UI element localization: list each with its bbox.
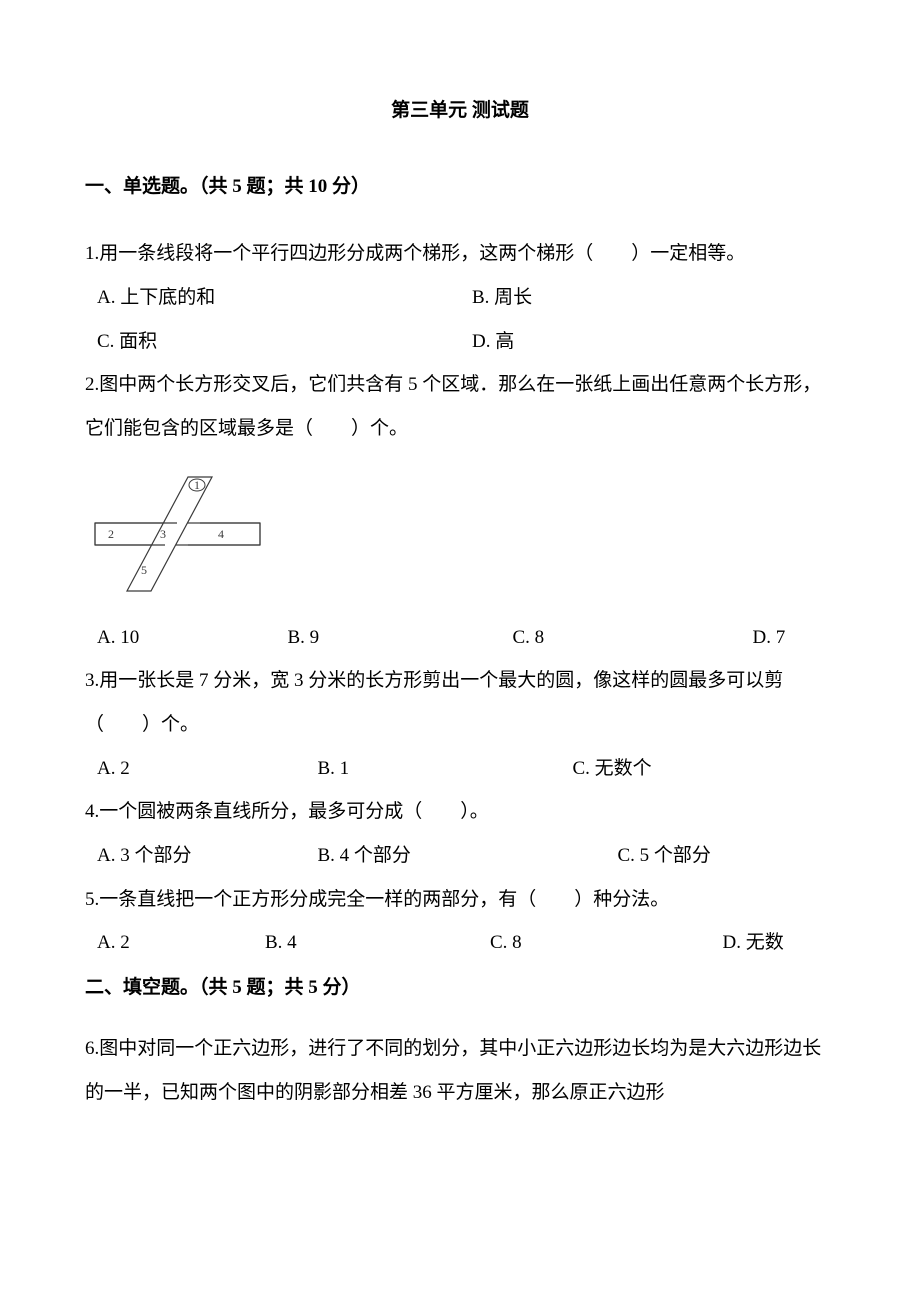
region-label-2: 2 [108,527,114,541]
region-label-5: 5 [141,563,147,577]
q1-option-a: A. 上下底的和 [85,276,460,320]
section-2-heading: 二、填空题。（共 5 题；共 5 分） [85,971,835,1005]
q4-option-c: C. 5 个部分 [618,834,836,878]
question-2: 2.图中两个长方形交叉后，它们共含有 5 个区域．那么在一张纸上画出任意两个长方… [85,363,835,450]
q5-option-b: B. 4 [265,921,490,965]
section-1-heading: 一、单选题。（共 5 题；共 10 分） [85,170,835,204]
question-4: 4.一个圆被两条直线所分，最多可分成（ ）。 [85,790,835,834]
q2-option-b: B. 9 [288,616,513,660]
question-6: 6.图中对同一个正六边形，进行了不同的划分，其中小正六边形边长均为是大六边形边长… [85,1027,835,1114]
q2-option-a: A. 10 [85,616,288,660]
q1-option-b: B. 周长 [460,276,835,320]
q1-option-d: D. 高 [460,320,835,364]
q5-option-c: C. 8 [490,921,723,965]
q3-option-b: B. 1 [318,747,573,791]
q2-option-c: C. 8 [513,616,753,660]
page-title: 第三单元 测试题 [85,95,835,122]
question-3-options: A. 2 B. 1 C. 无数个 [85,747,835,791]
q5-option-a: A. 2 [85,921,265,965]
question-4-options: A. 3 个部分 B. 4 个部分 C. 5 个部分 [85,834,835,878]
q1-option-c: C. 面积 [85,320,460,364]
question-5-options: A. 2 B. 4 C. 8 D. 无数 [85,921,835,965]
question-2-diagram: 1 2 3 4 5 [93,469,835,602]
question-2-options: A. 10 B. 9 C. 8 D. 7 [85,616,835,660]
region-label-4: 4 [218,527,224,541]
question-1: 1.用一条线段将一个平行四边形分成两个梯形，这两个梯形（ ）一定相等。 [85,232,835,276]
region-label-3: 3 [160,527,166,541]
q2-option-d: D. 7 [753,616,836,660]
region-label-1: 1 [194,478,200,492]
q4-option-b: B. 4 个部分 [318,834,618,878]
question-5: 5.一条直线把一个正方形分成完全一样的两部分，有（ ）种分法。 [85,878,835,922]
q5-option-d: D. 无数 [723,921,836,965]
q4-option-a: A. 3 个部分 [85,834,318,878]
question-3: 3.用一张长是 7 分米，宽 3 分米的长方形剪出一个最大的圆，像这样的圆最多可… [85,659,835,746]
q3-option-a: A. 2 [85,747,318,791]
question-1-options: A. 上下底的和 B. 周长 C. 面积 D. 高 [85,276,835,363]
q3-option-c: C. 无数个 [573,747,836,791]
rectangles-diagram-svg: 1 2 3 4 5 [93,469,263,597]
